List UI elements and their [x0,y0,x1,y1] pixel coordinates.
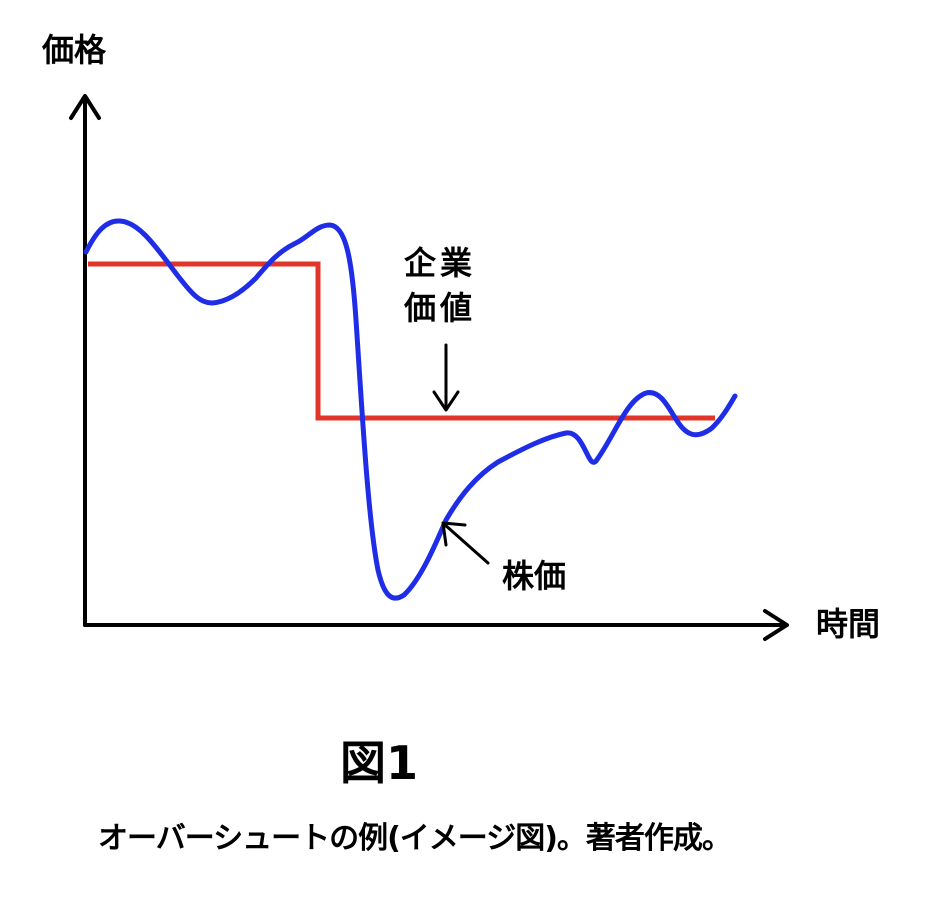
company-value-arrow [432,343,460,412]
stock-price-label: 株価 [502,557,567,595]
company-value-line [88,261,715,421]
stock-price-curve [83,218,738,601]
x-axis-label: 時間 [816,605,881,643]
y-axis-arrowhead [69,94,101,120]
company-value-label-line2: 価値 [404,289,477,327]
figure-caption: オーバーシュートの例(イメージ図)。著者作成。 [98,821,732,856]
company-value-label-line1: 企業 [404,244,477,282]
x-axis-arrowhead [763,609,789,641]
axes [69,94,789,641]
stock-price-arrow [441,521,490,565]
y-axis-label: 価格 [42,31,107,69]
figure-title: 図1 [340,736,419,790]
